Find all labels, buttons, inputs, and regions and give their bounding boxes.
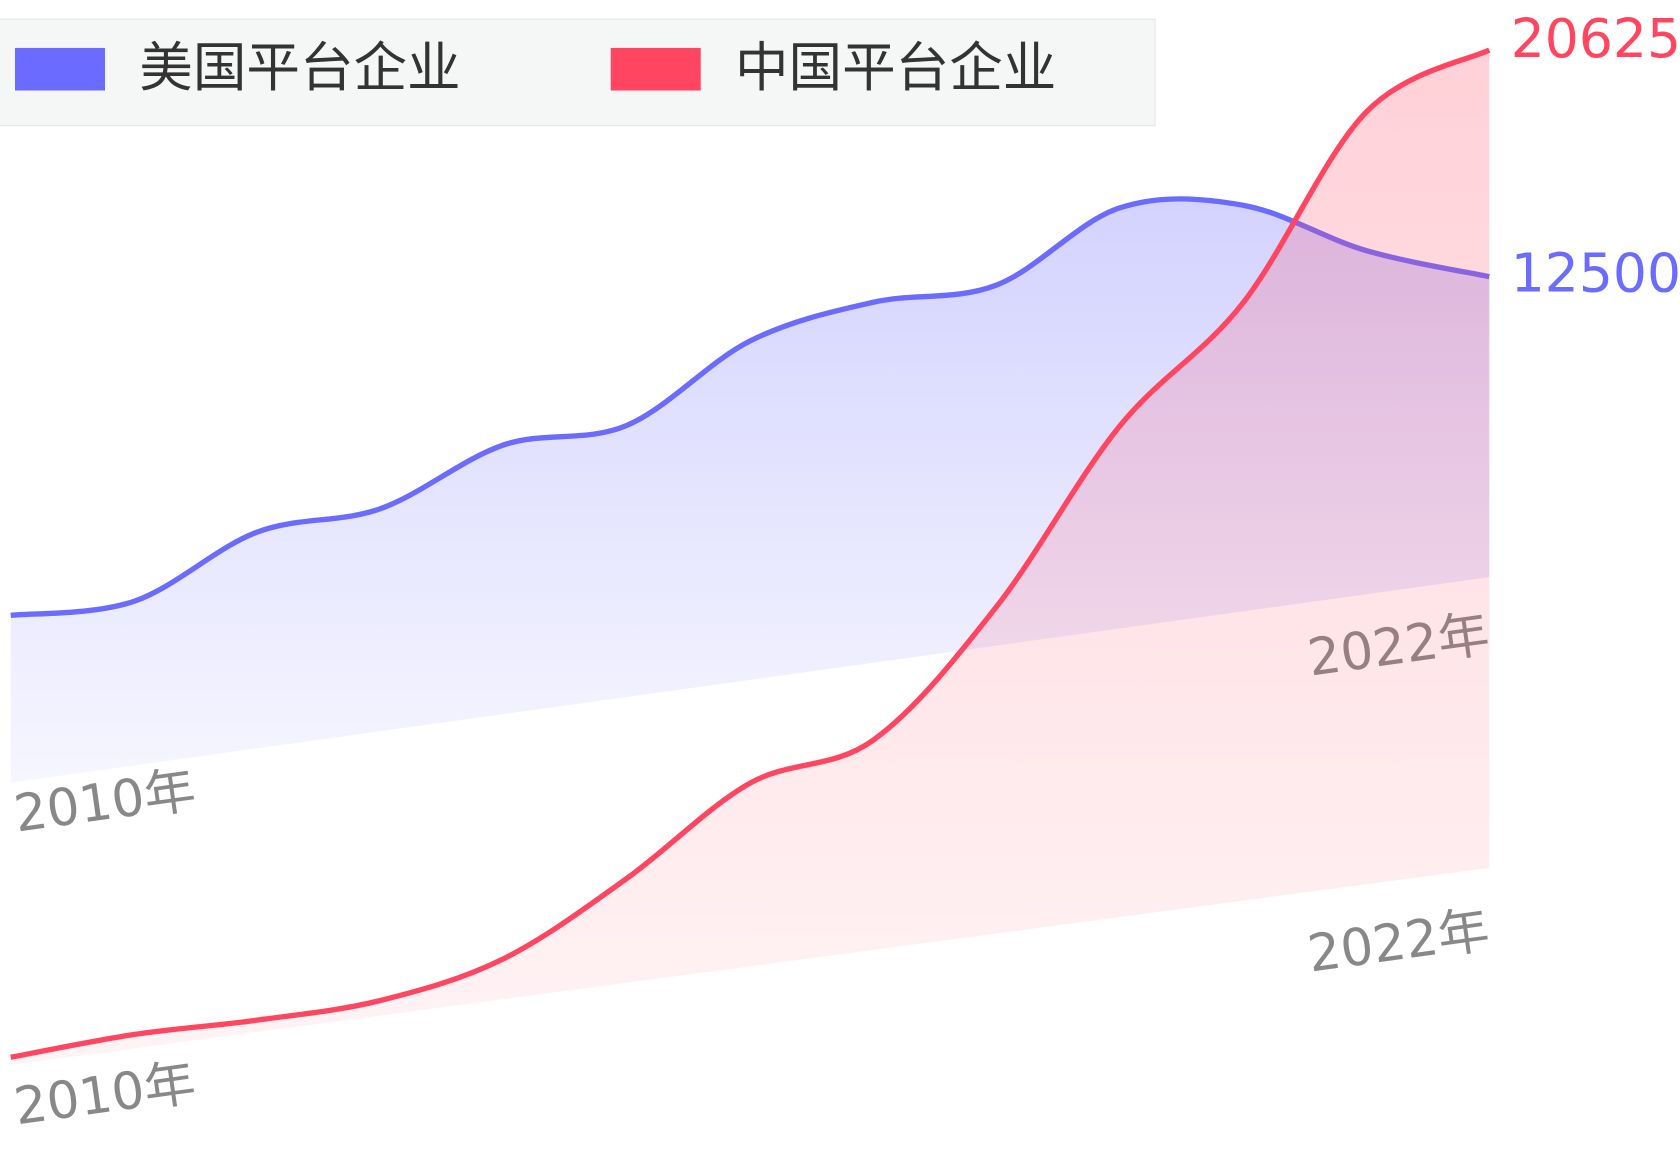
data-label: 12500	[1511, 242, 1680, 305]
x-tick-label: 2010年	[10, 1053, 199, 1137]
area	[10, 198, 1490, 783]
legend: 美国平台企业 中国平台企业	[0, 18, 1156, 127]
area	[10, 50, 1490, 1065]
legend-swatch	[610, 47, 701, 91]
x-tick-label: 2022年	[1304, 900, 1493, 984]
line	[10, 47, 1491, 1060]
legend-label: 美国平台企业	[139, 36, 460, 99]
legend-box	[0, 18, 1156, 127]
plot: 2010年2022年125002010年2022年20625	[10, 7, 1680, 1137]
data-label: 20625	[1511, 7, 1680, 70]
legend-swatch	[15, 47, 105, 91]
legend-label: 中国平台企业	[735, 36, 1056, 99]
line	[10, 196, 1490, 619]
